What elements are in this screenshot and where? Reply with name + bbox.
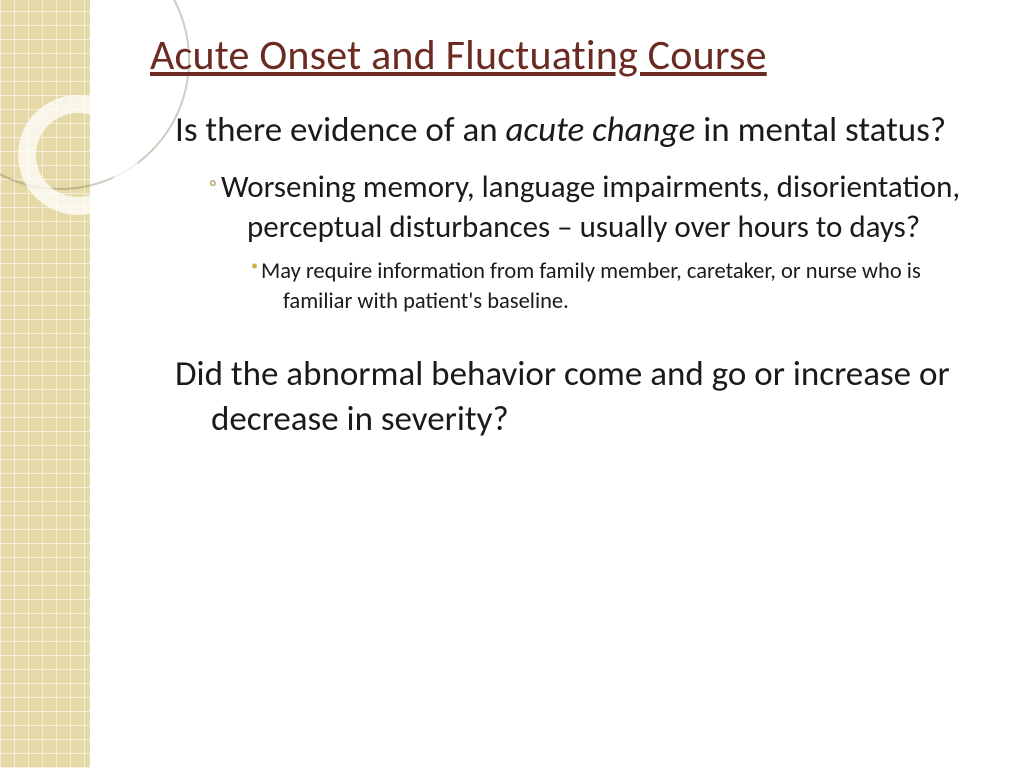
slide-title: Acute Onset and Fluctuating Course — [150, 30, 1000, 81]
question-2: Did the abnormal behavior come and go or… — [175, 352, 970, 443]
slide-content: Acute Onset and Fluctuating Course Is th… — [120, 0, 1000, 768]
slide-body: Is there evidence of an acute change in … — [120, 109, 1000, 443]
question-1: Is there evidence of an acute change in … — [175, 109, 970, 153]
question-1-post: in mental status? — [695, 109, 946, 151]
bullet-level-1: Worsening memory, language impairments, … — [175, 167, 970, 248]
bullet-level-2: May require information from family memb… — [175, 257, 970, 316]
question-1-pre: Is there evidence of an — [175, 109, 506, 151]
question-1-italic: acute change — [506, 109, 696, 151]
